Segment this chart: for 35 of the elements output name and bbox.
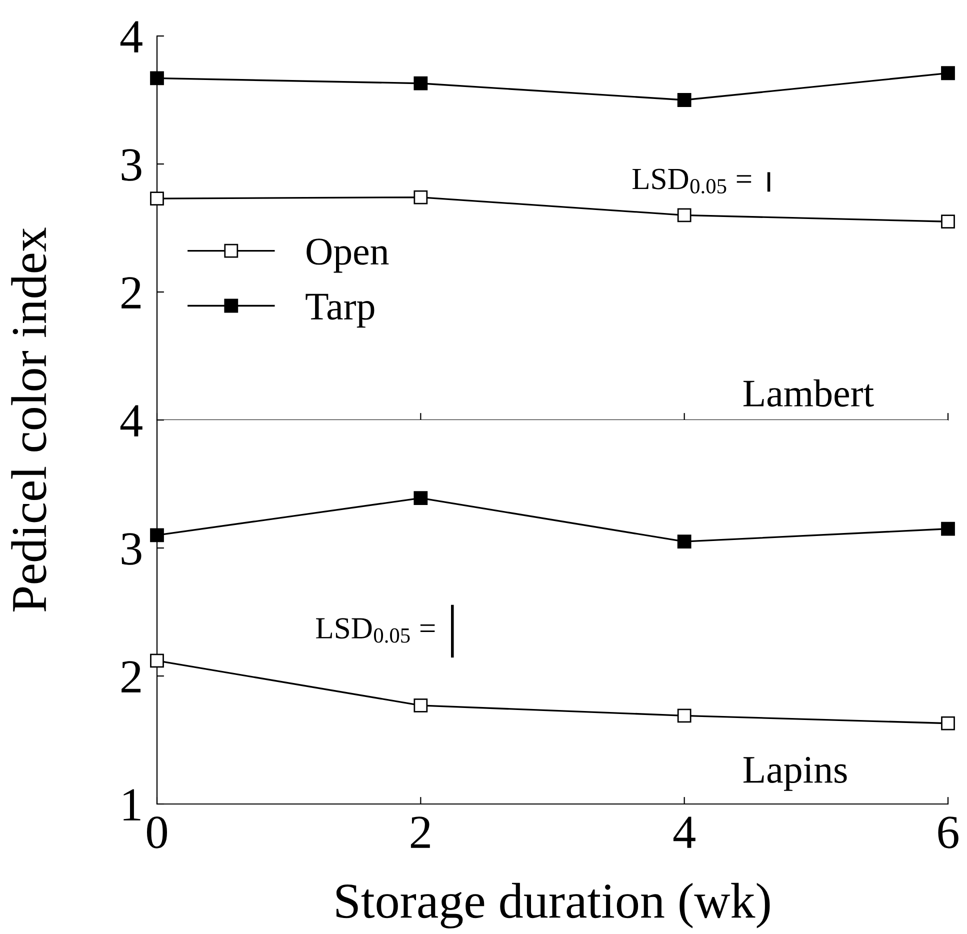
- legend-label: Tarp: [306, 294, 374, 328]
- point: [677, 534, 692, 549]
- x-tick-label: 4: [673, 816, 696, 848]
- point: [414, 698, 428, 712]
- point: [150, 192, 164, 206]
- y-tick-label: 2: [122, 661, 141, 692]
- y-tick-label: 1: [124, 789, 140, 820]
- point: [414, 76, 428, 90]
- x-axis-title: Storage duration (wk): [336, 882, 770, 928]
- annotation: Lambert: [743, 379, 874, 407]
- point: [677, 93, 692, 107]
- x-tick-label: 6: [938, 816, 958, 848]
- annotation: LSD$_{0.05}$ =: [316, 618, 435, 643]
- legend-label: Open: [306, 238, 389, 273]
- y-tick-label: 2: [122, 277, 141, 308]
- y-tick-label: 4: [120, 405, 142, 436]
- annotation: LSD$_{0.05}$ =: [632, 168, 752, 194]
- x-tick-label: 0: [146, 816, 168, 848]
- point: [414, 190, 428, 204]
- point: [941, 66, 955, 80]
- y-tick-label: 3: [122, 149, 142, 181]
- point: [150, 654, 164, 668]
- point: [941, 214, 955, 229]
- point: [150, 528, 164, 542]
- y-tick-label: 4: [120, 21, 142, 52]
- y-axis-title: Pedicel color index: [11, 228, 46, 612]
- point: [677, 708, 692, 723]
- point: [677, 208, 692, 222]
- point: [150, 71, 164, 86]
- annotation: Lapins: [743, 756, 847, 791]
- point: [941, 522, 955, 536]
- y-tick-label: 3: [122, 533, 142, 565]
- point: [941, 716, 955, 730]
- x-tick-label: 2: [410, 816, 430, 848]
- point: [414, 491, 428, 506]
